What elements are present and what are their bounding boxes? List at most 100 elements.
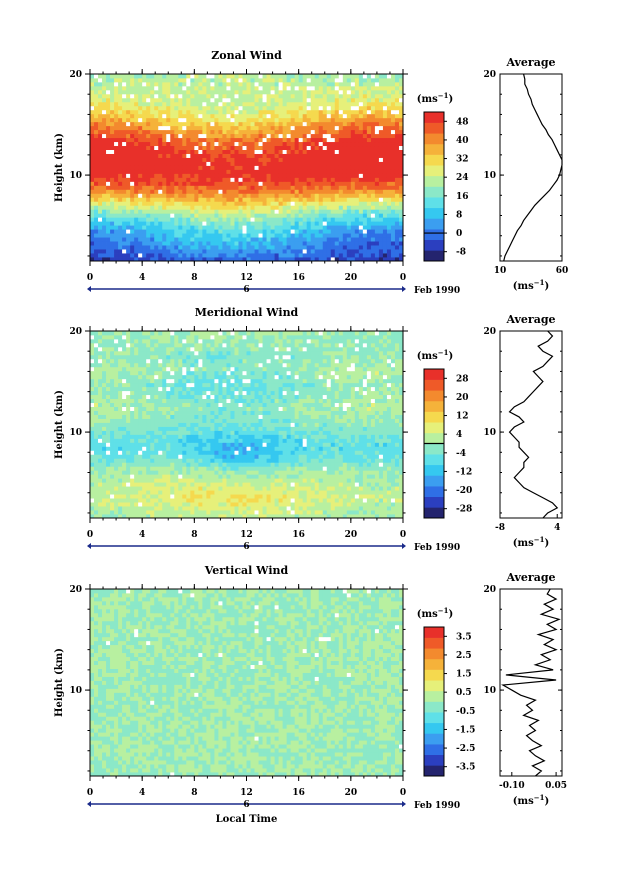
- heatmap-cell: [126, 474, 131, 479]
- heatmap-cell: [162, 161, 167, 166]
- heatmap-cell: [262, 221, 267, 226]
- heatmap-cell: [366, 93, 372, 99]
- heatmap-cell: [122, 233, 127, 238]
- heatmap-cell: [282, 253, 288, 258]
- heatmap-cell: [210, 189, 215, 194]
- heatmap-cell: [198, 117, 203, 123]
- heatmap-cell: [90, 133, 95, 139]
- heatmap-cell: [262, 101, 267, 107]
- heatmap-cell: [254, 470, 259, 475]
- heatmap-cell: [350, 205, 356, 210]
- heatmap-cell: [370, 221, 376, 226]
- heatmap-cell: [130, 494, 135, 499]
- heatmap-cell: [302, 157, 308, 162]
- heatmap-cell: [306, 97, 312, 103]
- heatmap-cell: [390, 81, 396, 87]
- heatmap-cell: [170, 241, 175, 246]
- heatmap-cell: [98, 85, 103, 91]
- heatmap-cell: [302, 173, 308, 178]
- heatmap-cell: [106, 502, 111, 507]
- heatmap-cell: [314, 209, 320, 214]
- heatmap-cell: [98, 478, 103, 483]
- heatmap-cell: [310, 109, 316, 115]
- heatmap-cell: [378, 209, 384, 214]
- colorbar-swatch: [424, 207, 444, 219]
- heatmap-cell: [122, 257, 127, 262]
- heatmap-cell: [290, 165, 296, 170]
- heatmap-cell: [110, 486, 115, 491]
- heatmap-cell: [178, 74, 183, 79]
- heatmap-cell: [214, 498, 219, 503]
- heatmap-cell: [198, 462, 203, 467]
- heatmap-cell: [254, 149, 259, 154]
- heatmap-cell: [266, 213, 271, 218]
- heatmap-cell: [170, 462, 175, 467]
- heatmap-cell: [330, 169, 336, 174]
- heatmap-cell: [250, 165, 255, 170]
- heatmap-cell: [318, 77, 324, 83]
- heatmap-cell: [330, 117, 336, 123]
- heatmap-cell: [98, 129, 103, 135]
- heatmap-cell: [238, 173, 243, 178]
- heatmap-cell: [230, 498, 235, 503]
- heatmap-cell: [266, 470, 271, 475]
- heatmap-cell: [98, 89, 103, 95]
- heatmap-cell: [334, 257, 340, 262]
- heatmap-cell: [334, 93, 340, 99]
- heatmap-cell: [314, 129, 320, 135]
- heatmap-cell: [114, 89, 119, 95]
- heatmap-cell: [218, 249, 223, 254]
- heatmap-cell: [218, 169, 223, 174]
- heatmap-cell: [210, 470, 215, 475]
- heatmap-cell: [358, 117, 364, 123]
- heatmap-cell: [178, 101, 183, 107]
- heatmap-cell: [266, 74, 271, 79]
- heatmap-cell: [246, 502, 251, 507]
- heatmap-cell: [118, 161, 123, 166]
- heatmap-cell: [294, 97, 300, 103]
- heatmap-cell: [390, 474, 396, 479]
- heatmap-cell: [106, 153, 111, 158]
- heatmap-cell: [130, 257, 135, 262]
- heatmap-cell: [98, 225, 103, 230]
- heatmap-cell: [306, 77, 312, 83]
- heatmap-cell: [346, 253, 352, 258]
- heatmap-cell: [298, 177, 304, 182]
- heatmap-cell: [366, 109, 372, 115]
- heatmap-cell: [294, 217, 300, 222]
- heatmap-cell: [262, 125, 267, 131]
- heatmap-cell: [142, 113, 147, 119]
- heatmap-cell: [266, 165, 271, 170]
- heatmap-cell: [250, 486, 255, 491]
- heatmap-cell: [362, 514, 368, 519]
- heatmap-cell: [382, 169, 388, 174]
- heatmap-cell: [162, 173, 167, 178]
- heatmap-cell: [198, 157, 203, 162]
- heatmap-cell: [130, 470, 135, 475]
- heatmap-cell: [270, 249, 275, 254]
- heatmap-cell: [90, 181, 95, 186]
- heatmap-cell: [282, 470, 288, 475]
- heatmap-cell: [202, 189, 207, 194]
- heatmap-cell: [266, 121, 271, 127]
- heatmap-cell: [330, 121, 336, 127]
- heatmap-cell: [242, 97, 247, 103]
- heatmap-cell: [390, 141, 396, 147]
- heatmap-cell: [270, 193, 275, 198]
- heatmap-cell: [190, 490, 195, 495]
- heatmap-cell: [162, 109, 167, 115]
- heatmap-cell: [210, 490, 215, 495]
- heatmap-cell: [350, 105, 356, 111]
- heatmap-cell: [330, 217, 336, 222]
- heatmap-cell: [386, 185, 392, 190]
- heatmap-cell: [278, 137, 284, 143]
- heatmap-cell: [118, 486, 123, 491]
- heatmap-cell: [202, 125, 207, 131]
- heatmap-cell: [378, 514, 384, 519]
- heatmap-cell: [166, 149, 171, 154]
- heatmap-cell: [198, 233, 203, 238]
- heatmap-cell: [154, 245, 159, 250]
- heatmap-cell: [282, 189, 288, 194]
- heatmap-cell: [250, 137, 255, 143]
